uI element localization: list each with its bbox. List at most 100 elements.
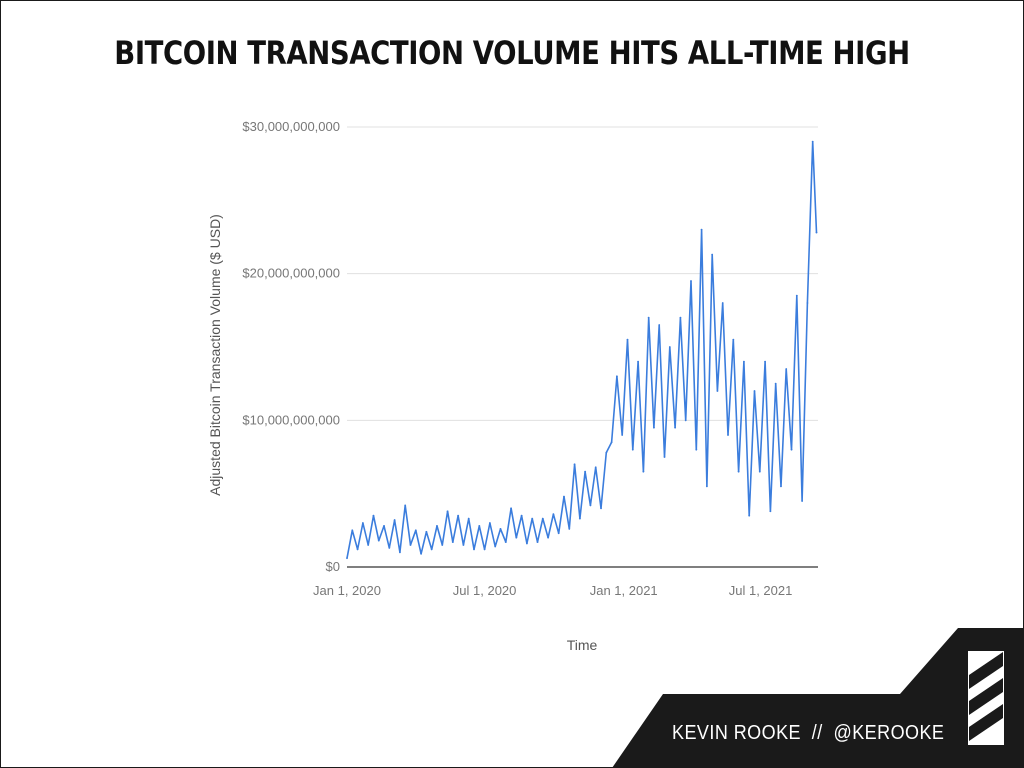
- data-point: [467, 517, 470, 520]
- data-point: [658, 324, 661, 326]
- data-point: [695, 448, 698, 451]
- data-point: [552, 513, 555, 516]
- data-point: [361, 522, 364, 524]
- data-point: [578, 517, 581, 520]
- data-point: [573, 463, 576, 466]
- y-tick-label: $10,000,000,000: [242, 412, 340, 427]
- gridlines: [347, 126, 818, 568]
- data-point: [642, 470, 645, 473]
- data-point: [716, 390, 719, 392]
- data-point: [668, 346, 671, 348]
- data-point: [690, 280, 692, 282]
- data-point: [774, 382, 777, 385]
- data-point: [727, 434, 729, 436]
- data-point: [700, 228, 703, 231]
- data-point: [436, 525, 438, 527]
- data-point: [615, 375, 618, 378]
- data-point: [557, 532, 560, 535]
- data-point: [769, 510, 772, 513]
- data-point: [499, 527, 502, 530]
- data-point: [388, 547, 391, 549]
- data-point: [732, 338, 735, 341]
- data-point: [626, 338, 629, 341]
- author-name: KEVIN ROOKE: [672, 722, 801, 744]
- data-point: [393, 519, 396, 521]
- data-point: [414, 529, 417, 532]
- data-point: [753, 390, 756, 392]
- data-point: [457, 514, 460, 517]
- data-point: [663, 456, 666, 458]
- data-point: [478, 525, 481, 527]
- x-axis-label: Time: [567, 637, 598, 653]
- data-point: [568, 527, 571, 530]
- data-point: [531, 517, 534, 520]
- chart-title: BITCOIN TRANSACTION VOLUME HITS ALL-TIME…: [114, 34, 910, 72]
- data-point: [737, 470, 740, 473]
- volume-series-points: [346, 140, 818, 560]
- data-point: [674, 426, 677, 429]
- data-point: [748, 514, 751, 517]
- data-point: [631, 448, 634, 451]
- data-point: [785, 368, 788, 370]
- data-point: [563, 495, 565, 498]
- data-point: [806, 302, 809, 304]
- x-axis-tick-labels: Jan 1, 2020 Jul 1, 2020 Jan 1, 2021 Jul 1, …: [313, 583, 792, 598]
- data-point: [795, 294, 798, 297]
- data-point: [510, 507, 512, 510]
- data-point: [383, 525, 385, 527]
- data-point: [541, 517, 544, 520]
- volume-series-line: [346, 140, 818, 559]
- data-point: [653, 426, 655, 429]
- data-point: [367, 544, 370, 546]
- data-point: [536, 541, 539, 543]
- data-point: [584, 470, 587, 473]
- data-point: [409, 544, 412, 546]
- author-credit: KEVIN ROOKE // @KEROOKE: [672, 722, 944, 745]
- data-point: [621, 434, 624, 436]
- data-point: [441, 544, 444, 546]
- data-point: [605, 451, 608, 454]
- data-point: [425, 530, 428, 533]
- y-tick-label: $20,000,000,000: [242, 266, 340, 281]
- logo-icon: [968, 651, 1004, 745]
- x-tick-label: Jan 1, 2020: [313, 583, 381, 598]
- data-point: [610, 441, 613, 444]
- data-point: [399, 551, 401, 554]
- y-axis-tick-labels: $0 $10,000,000,000 $20,000,000,000 $30,000,…: [242, 119, 340, 574]
- author-handle: @KEROOKE: [833, 722, 945, 744]
- data-point: [780, 485, 782, 488]
- data-point: [404, 504, 407, 507]
- data-point: [504, 541, 507, 543]
- credit-separator: //: [811, 722, 823, 744]
- data-point: [520, 514, 523, 517]
- data-point: [764, 360, 766, 363]
- data-point: [515, 536, 518, 539]
- data-point: [600, 507, 602, 510]
- y-tick-label: $30,000,000,000: [242, 119, 340, 134]
- data-point: [446, 510, 449, 513]
- data-point: [811, 140, 814, 143]
- data-point: [430, 548, 433, 551]
- data-point: [743, 360, 745, 363]
- data-point: [483, 548, 486, 551]
- data-point: [377, 539, 380, 542]
- data-point: [801, 500, 804, 502]
- data-point: [356, 548, 359, 551]
- data-point: [420, 552, 422, 555]
- data-point: [526, 542, 528, 545]
- data-point: [594, 466, 597, 469]
- x-tick-label: Jul 1, 2020: [453, 583, 517, 598]
- data-point: [637, 360, 639, 363]
- data-point: [705, 485, 708, 488]
- data-point: [488, 522, 491, 524]
- data-point: [372, 514, 375, 517]
- data-point: [679, 316, 682, 319]
- data-point: [473, 548, 475, 551]
- x-tick-label: Jan 1, 2021: [590, 583, 658, 598]
- data-point: [721, 302, 724, 304]
- data-point: [790, 448, 793, 451]
- data-point: [346, 557, 348, 560]
- data-point: [547, 536, 550, 539]
